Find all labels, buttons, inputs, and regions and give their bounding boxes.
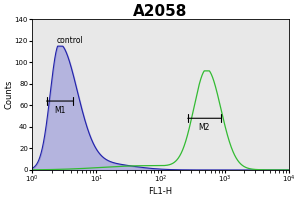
Text: M1: M1 xyxy=(54,106,65,115)
Text: control: control xyxy=(57,36,83,45)
X-axis label: FL1-H: FL1-H xyxy=(148,187,172,196)
Y-axis label: Counts: Counts xyxy=(4,80,13,109)
Title: A2058: A2058 xyxy=(134,4,188,19)
Text: M2: M2 xyxy=(199,123,210,132)
